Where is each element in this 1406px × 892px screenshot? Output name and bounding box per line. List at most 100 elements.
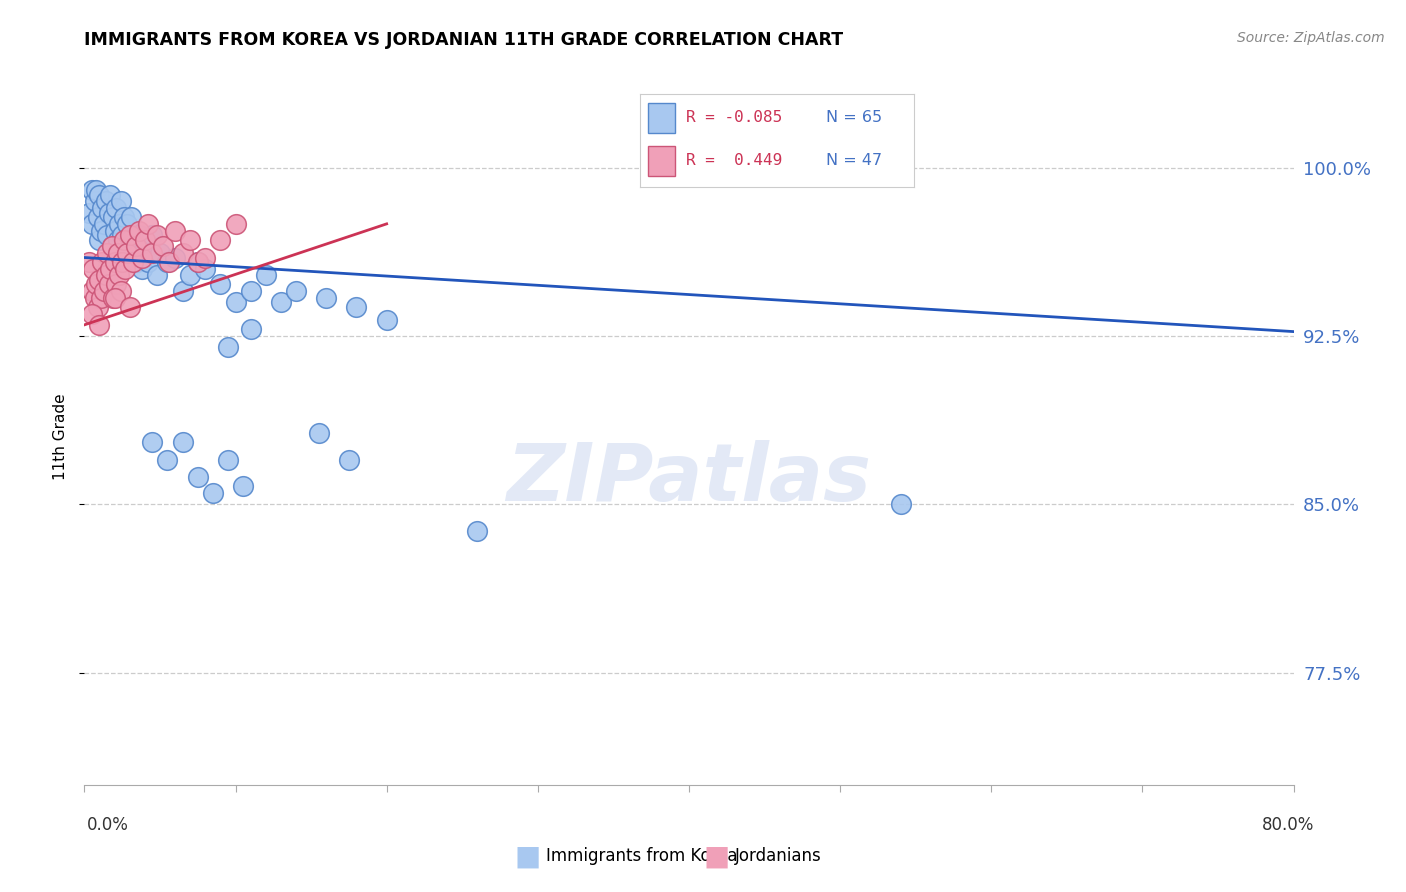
Point [285, 284, 308, 298]
Point [77, 205, 100, 219]
Point [93, 284, 115, 298]
Point [149, 246, 172, 260]
Point [225, 295, 247, 310]
Point [82, 261, 104, 276]
Bar [648, 146, 675, 176]
Point [157, 255, 180, 269]
Point [84, 291, 107, 305]
Text: ZIPatlas: ZIPatlas [506, 440, 872, 518]
Point [84, 194, 107, 209]
Point [172, 284, 194, 298]
Point [156, 255, 179, 269]
Point [194, 261, 217, 276]
Point [118, 300, 141, 314]
Point [890, 497, 912, 511]
Point [80, 307, 103, 321]
Text: R =  0.449: R = 0.449 [686, 153, 783, 168]
Point [152, 239, 174, 253]
Point [100, 239, 122, 253]
Point [108, 268, 131, 283]
Point [110, 284, 132, 298]
Point [87, 300, 110, 314]
Y-axis label: 11th Grade: 11th Grade [52, 393, 67, 481]
Point [131, 261, 153, 276]
Point [165, 224, 187, 238]
Point [94, 194, 117, 209]
Point [179, 233, 201, 247]
Point [90, 291, 112, 305]
Point [187, 255, 209, 269]
Text: Jordanians: Jordanians [735, 847, 823, 865]
Text: N = 65: N = 65 [827, 110, 883, 125]
Point [141, 246, 163, 260]
Point [146, 268, 169, 283]
Point [337, 452, 360, 467]
Point [98, 261, 121, 276]
Point [217, 340, 239, 354]
Point [187, 255, 209, 269]
Point [146, 228, 169, 243]
Point [308, 425, 330, 440]
Point [89, 187, 111, 202]
Point [98, 187, 121, 202]
Point [115, 217, 138, 231]
Point [111, 255, 134, 269]
Point [93, 217, 115, 231]
Point [80, 284, 103, 298]
Point [115, 246, 138, 260]
Point [80, 217, 103, 231]
Point [118, 233, 141, 247]
Point [90, 224, 112, 238]
Point [225, 217, 247, 231]
Point [375, 313, 398, 327]
Point [94, 268, 117, 283]
Point [187, 470, 209, 484]
Text: Immigrants from Korea: Immigrants from Korea [546, 847, 737, 865]
Point [141, 228, 163, 243]
Point [89, 318, 111, 332]
Text: ■: ■ [704, 842, 730, 871]
Text: N = 47: N = 47 [827, 153, 883, 168]
Point [89, 273, 111, 287]
Point [107, 233, 129, 247]
Point [97, 205, 120, 219]
Point [134, 239, 156, 253]
Point [125, 239, 148, 253]
Point [105, 201, 128, 215]
Point [104, 224, 127, 238]
Point [77, 255, 100, 269]
Point [232, 479, 254, 493]
Point [165, 251, 187, 265]
Point [346, 300, 368, 314]
Point [101, 210, 124, 224]
Point [89, 233, 111, 247]
Point [128, 228, 150, 243]
Point [179, 268, 201, 283]
Point [104, 255, 127, 269]
Point [108, 217, 131, 231]
Point [467, 524, 489, 539]
Text: IMMIGRANTS FROM KOREA VS JORDANIAN 11TH GRADE CORRELATION CHART: IMMIGRANTS FROM KOREA VS JORDANIAN 11TH … [84, 31, 844, 49]
Point [114, 261, 136, 276]
Text: 0.0%: 0.0% [87, 816, 129, 834]
Point [141, 434, 163, 449]
Point [156, 452, 179, 467]
Point [239, 322, 262, 336]
Point [97, 277, 120, 292]
Point [315, 291, 337, 305]
Point [101, 291, 124, 305]
Point [131, 251, 153, 265]
Point [120, 210, 142, 224]
Point [87, 210, 110, 224]
Point [96, 246, 118, 260]
Point [270, 295, 292, 310]
Bar [648, 103, 675, 133]
Point [104, 291, 127, 305]
Text: Source: ZipAtlas.com: Source: ZipAtlas.com [1237, 31, 1385, 45]
Text: R = -0.085: R = -0.085 [686, 110, 783, 125]
Point [136, 217, 159, 231]
Point [91, 201, 114, 215]
Point [86, 183, 108, 197]
Point [105, 277, 128, 292]
Text: ■: ■ [515, 842, 540, 871]
